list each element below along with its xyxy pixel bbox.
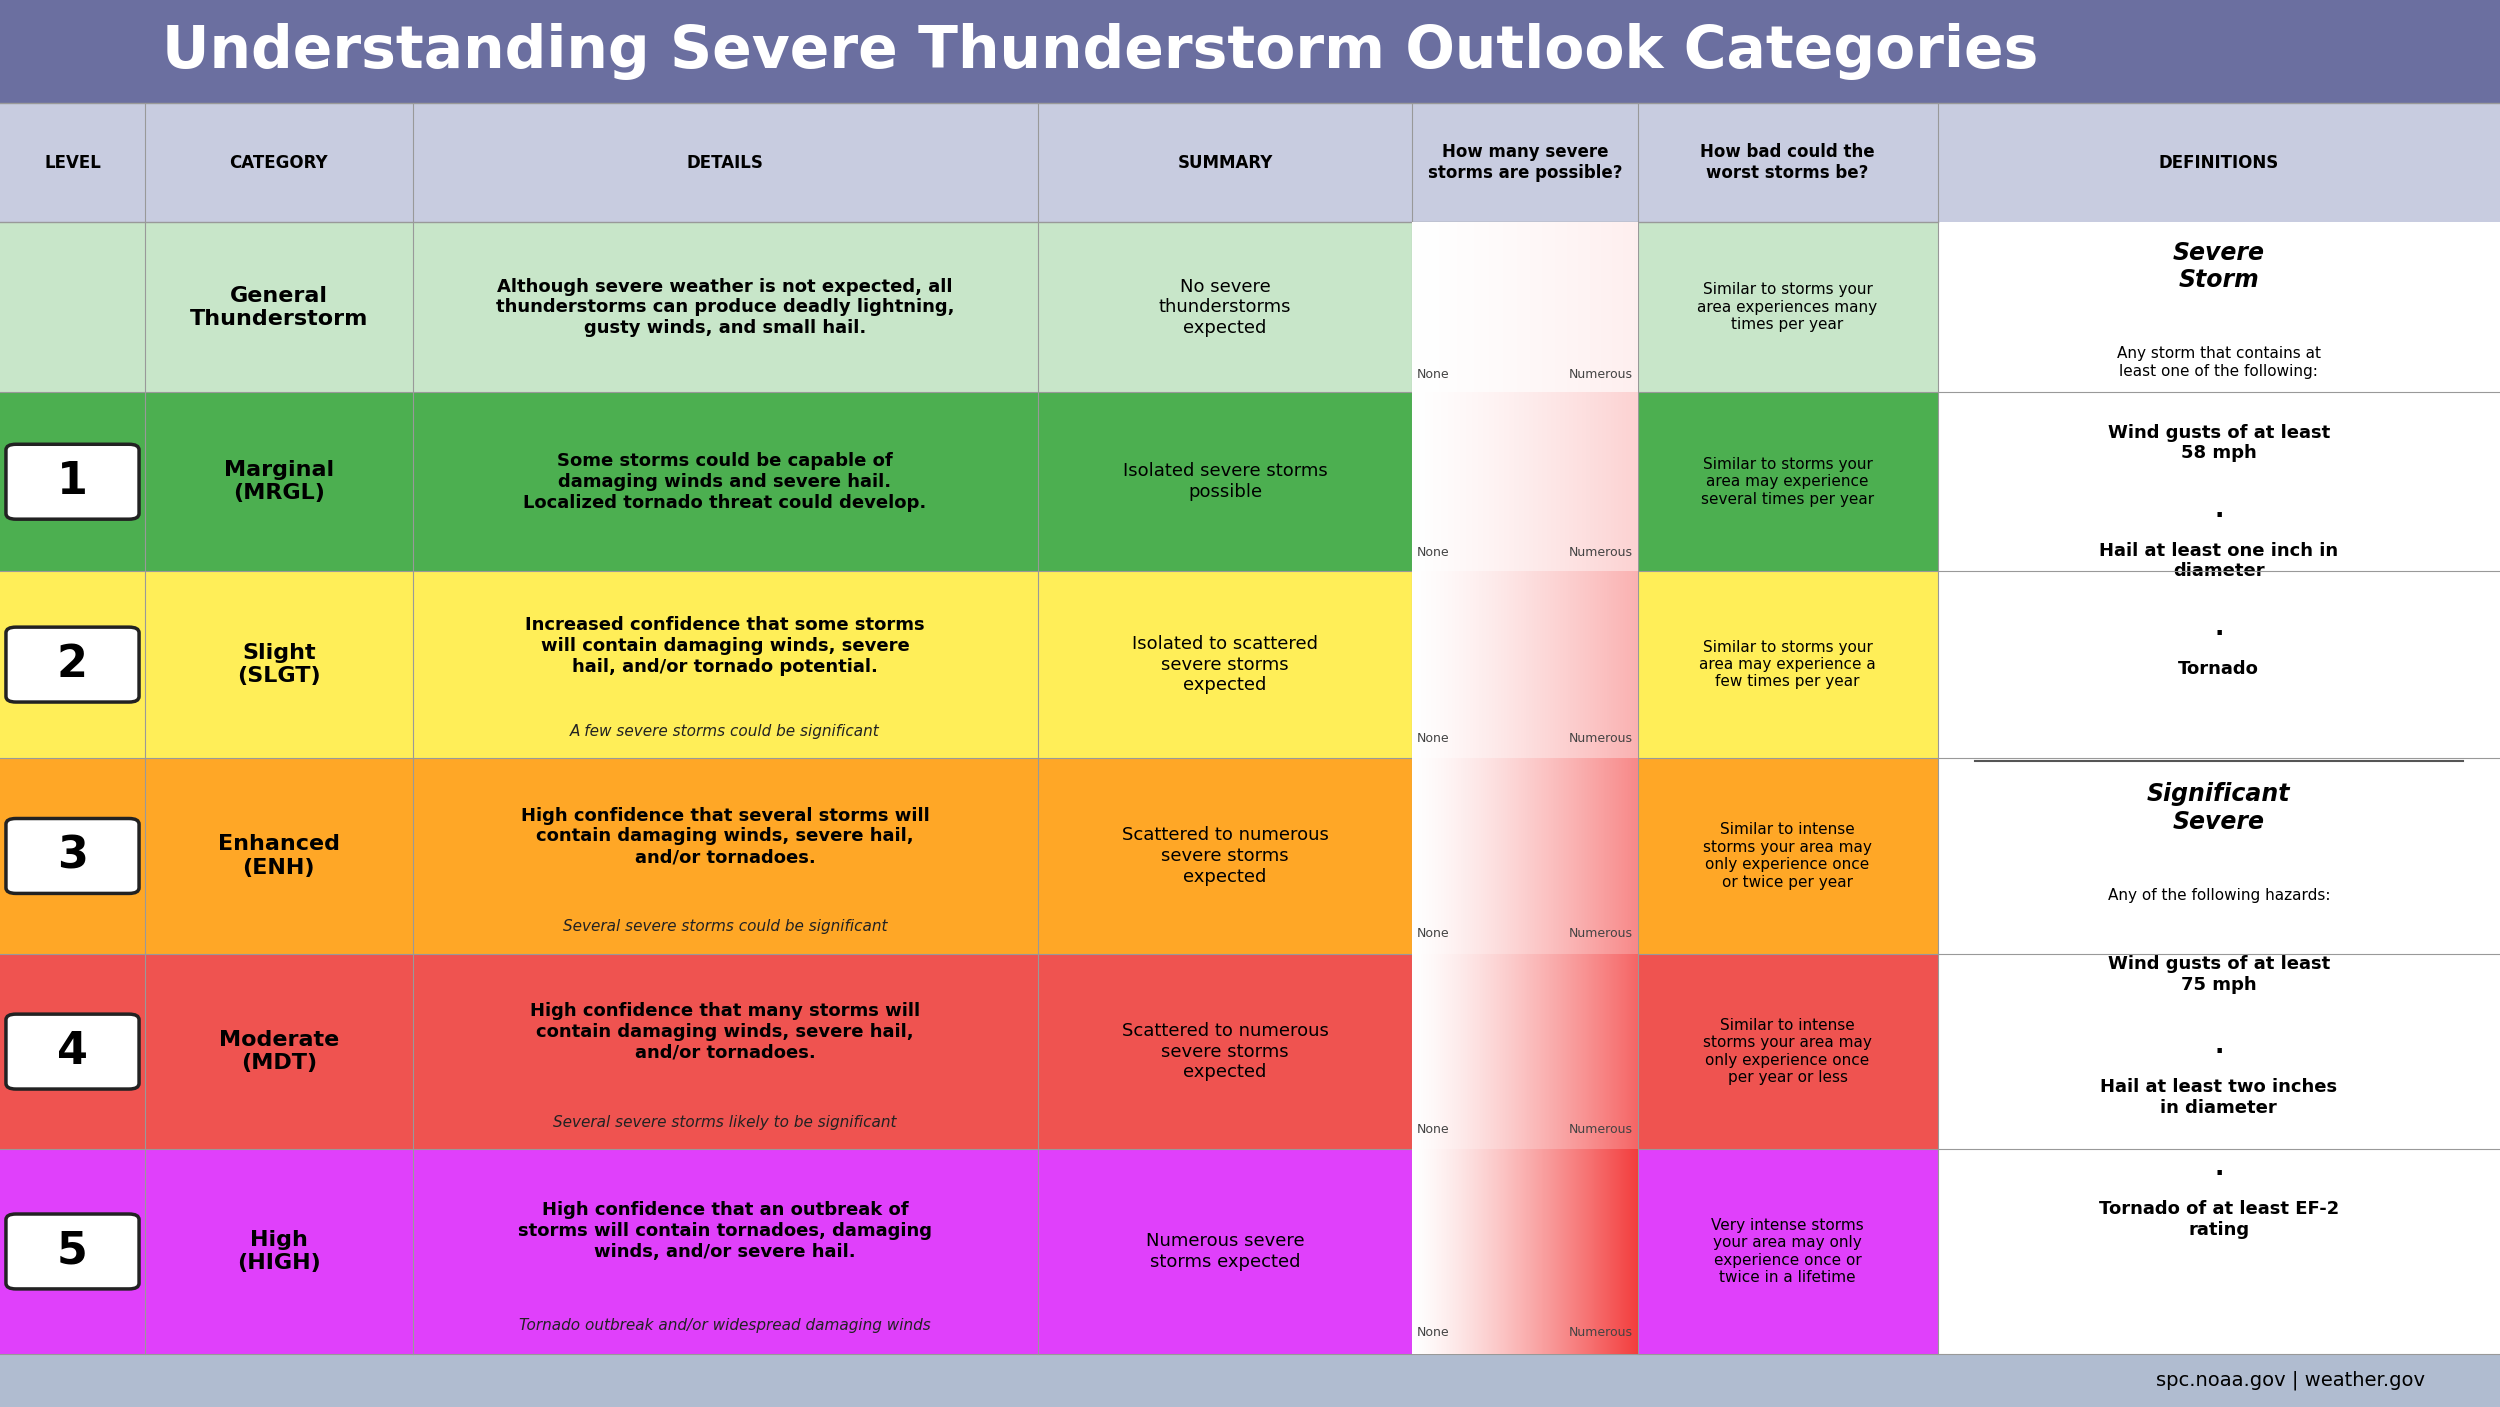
Text: DETAILS: DETAILS [688,153,762,172]
Text: High confidence that many storms will
contain damaging winds, severe hail,
and/o: High confidence that many storms will co… [530,1002,920,1062]
Text: None: None [1417,546,1450,559]
Text: General
Thunderstorm: General Thunderstorm [190,286,368,329]
Text: ·: · [2215,1040,2222,1064]
Text: None: None [1417,367,1450,380]
FancyBboxPatch shape [5,1014,140,1089]
Text: 3: 3 [58,834,88,878]
Text: ·: · [2215,1162,2222,1186]
Text: Any of the following hazards:: Any of the following hazards: [2108,888,2330,903]
Text: Similar to intense
storms your area may
only experience once
per year or less: Similar to intense storms your area may … [1703,1019,1872,1085]
Text: Numerous: Numerous [1570,546,1632,559]
Text: Wind gusts of at least
58 mph: Wind gusts of at least 58 mph [2108,424,2330,463]
FancyBboxPatch shape [5,628,140,702]
Text: Hail at least two inches
in diameter: Hail at least two inches in diameter [2100,1078,2338,1117]
Bar [1412,758,1638,954]
Text: Marginal
(MRGL): Marginal (MRGL) [222,460,335,504]
FancyBboxPatch shape [5,1214,140,1289]
Text: None: None [1417,1123,1450,1135]
Bar [1412,571,1638,758]
Text: Wind gusts of at least
75 mph: Wind gusts of at least 75 mph [2108,955,2330,995]
Bar [1938,222,2500,393]
Text: How many severe
storms are possible?: How many severe storms are possible? [1427,144,1622,182]
Text: Very intense storms
your area may only
experience once or
twice in a lifetime: Very intense storms your area may only e… [1710,1218,1865,1285]
Text: Significant
Severe: Significant Severe [2148,782,2290,834]
Bar [1938,393,2500,571]
Text: High confidence that several storms will
contain damaging winds, severe hail,
an: High confidence that several storms will… [520,806,930,867]
Text: Numerous: Numerous [1570,1123,1632,1135]
Bar [1412,954,1638,1150]
Bar [0,103,2500,222]
Text: DEFINITIONS: DEFINITIONS [2158,153,2280,172]
Text: Similar to intense
storms your area may
only experience once
or twice per year: Similar to intense storms your area may … [1703,822,1872,889]
Text: Numerous: Numerous [1570,367,1632,380]
Bar [1938,571,2500,758]
Text: High confidence that an outbreak of
storms will contain tornadoes, damaging
wind: High confidence that an outbreak of stor… [518,1202,932,1261]
Text: Understanding Severe Thunderstorm Outlook Categories: Understanding Severe Thunderstorm Outloo… [162,23,2038,80]
Text: Numerous severe
storms expected: Numerous severe storms expected [1145,1233,1305,1271]
Text: Any storm that contains at
least one of the following:: Any storm that contains at least one of … [2118,346,2320,378]
Text: None: None [1417,732,1450,746]
Text: Enhanced
(ENH): Enhanced (ENH) [217,834,340,878]
Text: ·: · [2215,504,2222,528]
Bar [1938,758,2500,954]
Text: Similar to storms your
area experiences many
times per year: Similar to storms your area experiences … [1698,283,1878,332]
Text: SUMMARY: SUMMARY [1178,153,1272,172]
Text: Increased confidence that some storms
will contain damaging winds, severe
hail, : Increased confidence that some storms wi… [525,616,925,675]
Bar [1938,954,2500,1150]
Bar [1412,393,1638,571]
Text: ·: · [2215,622,2222,646]
Text: CATEGORY: CATEGORY [230,153,328,172]
Text: 5: 5 [58,1230,88,1273]
Bar [0,758,1938,954]
Bar [1938,1150,2500,1354]
Text: Isolated to scattered
severe storms
expected: Isolated to scattered severe storms expe… [1132,635,1318,695]
Text: A few severe storms could be significant: A few severe storms could be significant [570,725,880,740]
FancyBboxPatch shape [5,445,140,519]
Text: None: None [1417,927,1450,940]
Text: Isolated severe storms
possible: Isolated severe storms possible [1122,463,1328,501]
Text: Several severe storms likely to be significant: Several severe storms likely to be signi… [552,1114,898,1130]
Text: 1: 1 [58,460,88,504]
Bar [0,0,2500,103]
Text: 2: 2 [58,643,88,687]
Text: Although severe weather is not expected, all
thunderstorms can produce deadly li: Although severe weather is not expected,… [495,277,955,338]
Text: Slight
(SLGT): Slight (SLGT) [238,643,320,687]
Bar [0,393,1938,571]
Text: spc.noaa.gov | weather.gov: spc.noaa.gov | weather.gov [2155,1370,2425,1390]
Text: Moderate
(MDT): Moderate (MDT) [217,1030,340,1074]
Text: Severe
Storm: Severe Storm [2172,241,2265,293]
Text: None: None [1417,1327,1450,1339]
Text: Numerous: Numerous [1570,927,1632,940]
Bar [0,222,1938,393]
Bar [1412,222,1638,393]
Text: 4: 4 [58,1030,88,1074]
Text: Numerous: Numerous [1570,1327,1632,1339]
Bar [1412,1150,1638,1354]
Text: Scattered to numerous
severe storms
expected: Scattered to numerous severe storms expe… [1122,1021,1328,1082]
Text: Hail at least one inch in
diameter: Hail at least one inch in diameter [2100,542,2338,581]
Text: Numerous: Numerous [1570,732,1632,746]
Text: Similar to storms your
area may experience a
few times per year: Similar to storms your area may experien… [1700,640,1875,689]
Text: Tornado of at least EF-2
rating: Tornado of at least EF-2 rating [2098,1200,2340,1240]
Text: Similar to storms your
area may experience
several times per year: Similar to storms your area may experien… [1700,457,1875,507]
Text: High
(HIGH): High (HIGH) [238,1230,320,1273]
Bar [0,954,1938,1150]
Bar [0,571,1938,758]
Text: Scattered to numerous
severe storms
expected: Scattered to numerous severe storms expe… [1122,826,1328,886]
Bar [0,1354,2500,1407]
Text: Several severe storms could be significant: Several severe storms could be significa… [562,919,888,934]
Text: LEVEL: LEVEL [45,153,100,172]
Text: Some storms could be capable of
damaging winds and severe hail.
Localized tornad: Some storms could be capable of damaging… [522,452,928,512]
FancyBboxPatch shape [5,819,140,893]
Text: Tornado outbreak and/or widespread damaging winds: Tornado outbreak and/or widespread damag… [520,1318,930,1332]
Bar [0,1150,1938,1354]
Text: How bad could the
worst storms be?: How bad could the worst storms be? [1700,144,1875,182]
Text: Tornado: Tornado [2178,660,2260,678]
Text: No severe
thunderstorms
expected: No severe thunderstorms expected [1160,277,1292,338]
